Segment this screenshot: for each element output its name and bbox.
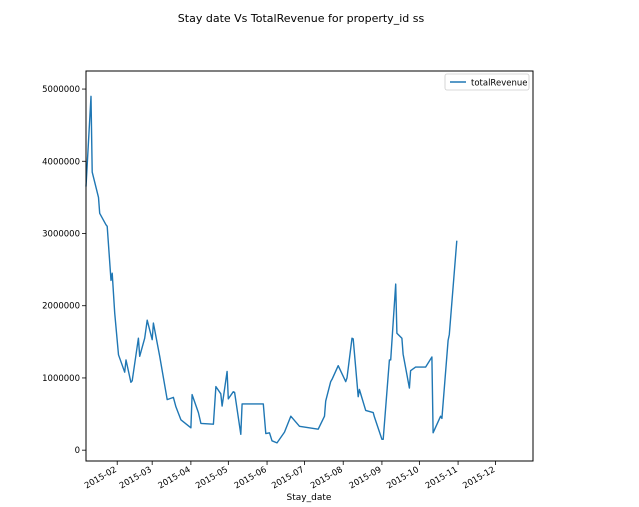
x-tick-label: 2015-04 — [157, 465, 193, 491]
x-tick-label: 2015-05 — [194, 465, 230, 491]
chart-title: Stay date Vs TotalRevenue for property_i… — [178, 12, 425, 25]
y-tick-label: 1000000 — [42, 374, 80, 384]
series-layer — [85, 95, 458, 444]
plot-area — [86, 71, 533, 461]
x-axis-label: Stay_date — [287, 493, 332, 503]
x-tick-label: 2015-11 — [424, 465, 460, 491]
x-tick-label: 2015-10 — [385, 465, 421, 491]
x-tick-label: 2015-06 — [233, 465, 269, 491]
legend-label: totalRevenue — [471, 79, 527, 89]
x-tick-label: 2015-12 — [461, 465, 497, 491]
y-tick-label: 0 — [75, 446, 80, 456]
x-tick-label: 2015-09 — [348, 465, 384, 491]
y-tick-label: 3000000 — [42, 230, 80, 240]
x-tick-label: 2015-03 — [118, 465, 154, 491]
legend-box — [444, 73, 530, 91]
y-tick-label: 2000000 — [42, 302, 80, 312]
y-axis-ticks: 0 1000000 2000000 3000000 4000000 5000000 — [42, 85, 86, 456]
x-axis-ticks: 2015-02 2015-03 2015-04 2015-05 2015-06 2015-… — [83, 461, 497, 491]
y-tick-label: 4000000 — [42, 157, 80, 167]
series-line-totalRevenue — [85, 95, 458, 444]
x-tick-label: 2015-07 — [270, 465, 306, 491]
plot-frame — [85, 70, 534, 462]
y-tick-label: 5000000 — [42, 85, 80, 95]
legend: totalRevenue — [444, 73, 530, 91]
x-tick-label: 2015-02 — [83, 465, 119, 491]
x-tick-label: 2015-08 — [309, 465, 345, 491]
